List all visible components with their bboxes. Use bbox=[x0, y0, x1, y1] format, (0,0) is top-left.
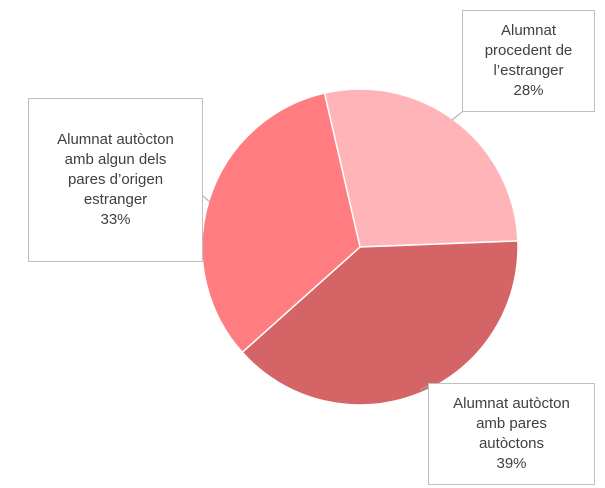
leader-line bbox=[419, 385, 429, 391]
pie-slice bbox=[201, 92, 361, 354]
category-label: Alumnat autòcton amb algun dels pares d’… bbox=[57, 131, 174, 208]
category-label: Alumnat autòcton amb pares autòctons bbox=[453, 395, 570, 452]
category-label: Alumnat procedent de l’estranger bbox=[484, 22, 573, 79]
value-label: 33% bbox=[100, 211, 131, 228]
data-label: Alumnat procedent de l’estranger 28% bbox=[462, 10, 595, 112]
leader-line bbox=[202, 195, 213, 205]
data-label: Alumnat autòcton amb algun dels pares d’… bbox=[28, 98, 203, 262]
value-label: 28% bbox=[513, 82, 544, 99]
pie-slice bbox=[323, 88, 519, 248]
data-label: Alumnat autòcton amb pares autòctons 39% bbox=[428, 383, 595, 485]
pie-slice bbox=[241, 240, 519, 406]
value-label: 39% bbox=[496, 455, 527, 472]
leader-line bbox=[451, 111, 463, 121]
